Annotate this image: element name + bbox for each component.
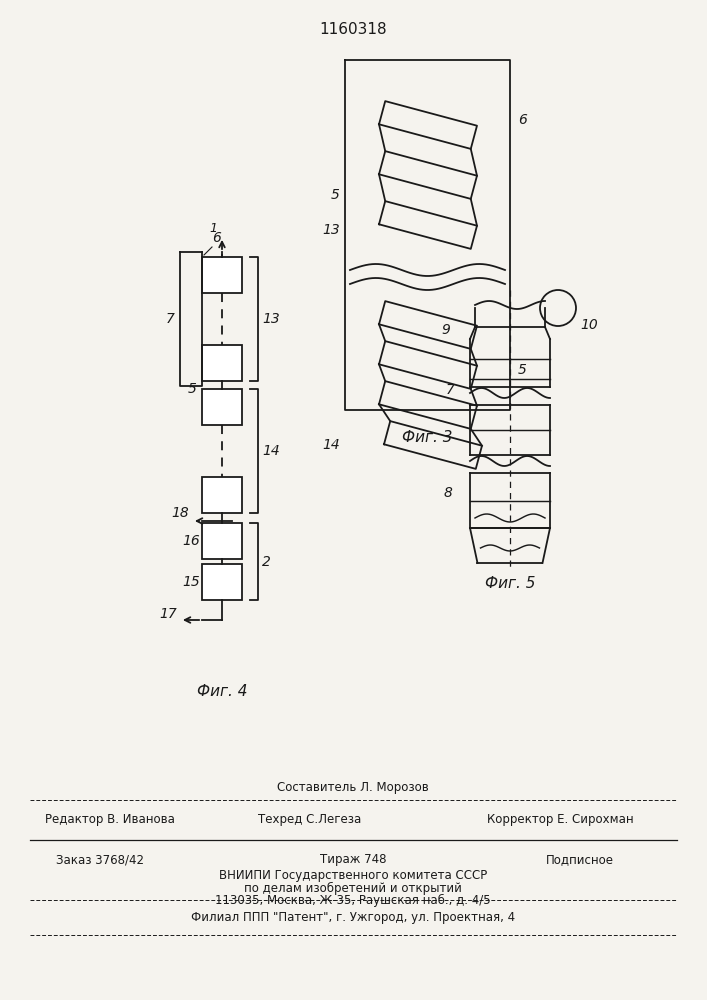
Text: Тираж 748: Тираж 748 [320,854,386,866]
Text: 5: 5 [188,382,197,396]
Text: Корректор Е. Сирохман: Корректор Е. Сирохман [486,814,633,826]
Bar [202,345,242,381]
Text: 13: 13 [322,223,340,237]
Text: 8: 8 [443,486,452,500]
Text: Филиал ППП "Патент", г. Ужгород, ул. Проектная, 4: Филиал ППП "Патент", г. Ужгород, ул. Про… [191,911,515,924]
Text: 7: 7 [446,383,455,397]
Text: 1: 1 [209,222,217,235]
Text: Редактор В. Иванова: Редактор В. Иванова [45,814,175,826]
Text: 5: 5 [518,363,527,377]
Text: 6: 6 [518,113,527,127]
Bar [202,564,242,600]
Bar [202,257,242,293]
Text: 2: 2 [262,554,271,568]
Text: Заказ 3768/42: Заказ 3768/42 [56,854,144,866]
Text: 18: 18 [171,506,189,520]
Text: 16: 16 [182,534,200,548]
Text: 9: 9 [441,323,450,337]
Text: 1160318: 1160318 [319,22,387,37]
Bar [202,477,242,513]
Text: Подписное: Подписное [546,854,614,866]
Text: 15: 15 [182,575,200,589]
Text: 113035, Москва, Ж-35, Раушская наб., д. 4/5: 113035, Москва, Ж-35, Раушская наб., д. … [215,893,491,907]
Text: по делам изобретений и открытий: по делам изобретений и открытий [244,881,462,895]
Bar [202,389,242,425]
Text: 5: 5 [331,188,340,202]
Text: 14: 14 [262,444,280,458]
Text: Техред С.Легеза: Техред С.Легеза [258,814,361,826]
Text: 7: 7 [166,312,175,326]
Text: 14: 14 [322,438,340,452]
Text: 13: 13 [262,312,280,326]
Bar [202,523,242,559]
Text: 17: 17 [159,607,177,621]
Text: Фиг. 5: Фиг. 5 [485,576,535,590]
Text: Фиг. 4: Фиг. 4 [197,684,247,700]
Text: Фиг. 3: Фиг. 3 [402,430,452,444]
Text: 6: 6 [213,231,221,245]
Text: ВНИИПИ Государственного комитета СССР: ВНИИПИ Государственного комитета СССР [219,868,487,882]
Text: 10: 10 [580,318,597,332]
Text: Составитель Л. Морозов: Составитель Л. Морозов [277,782,429,794]
